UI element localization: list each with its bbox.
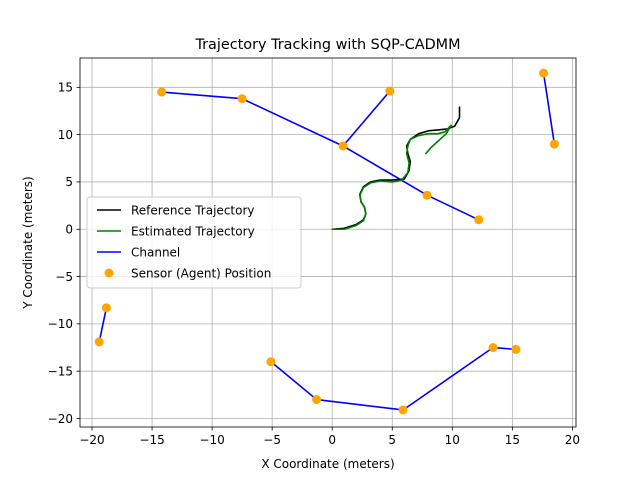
chart-title: Trajectory Tracking with SQP-CADMM <box>194 37 460 53</box>
x-tick-label: 0 <box>328 433 336 447</box>
y-tick-label: −10 <box>48 317 73 331</box>
sensor-marker <box>101 303 111 313</box>
legend-box <box>86 196 302 289</box>
legend-label-reference: Reference Trajectory <box>131 204 255 218</box>
legend-label-estimated: Estimated Trajectory <box>131 225 255 239</box>
channel-line <box>342 90 391 147</box>
y-axis-label: Y Coordinate (meters) <box>21 176 35 309</box>
sensor-marker <box>398 405 408 415</box>
y-tick-label: 10 <box>58 128 73 142</box>
x-tick-label: 5 <box>388 433 396 447</box>
y-tick-label: 0 <box>65 223 73 237</box>
y-tick-label: 5 <box>65 175 73 189</box>
x-tick-label: 10 <box>445 433 460 447</box>
x-tick-label: −15 <box>139 433 164 447</box>
estimated-trajectory-line <box>331 124 452 231</box>
sensor-marker <box>511 344 521 354</box>
sensor-marker <box>266 357 276 367</box>
y-tick-label: −20 <box>48 412 73 426</box>
plot-frame <box>79 57 577 428</box>
x-tick-label: 20 <box>565 433 580 447</box>
sensor-marker <box>157 87 167 97</box>
x-tick-label: −20 <box>79 433 104 447</box>
sensor-marker <box>539 68 549 78</box>
plot-series <box>94 68 559 415</box>
sensor-marker <box>474 215 484 225</box>
sensor-marker <box>385 86 395 96</box>
y-tick-label: −15 <box>48 364 73 378</box>
sensor-marker <box>338 141 348 151</box>
channel-line <box>98 306 108 343</box>
sensor-marker <box>237 94 247 104</box>
sensor-marker <box>549 139 559 149</box>
legend-label-sensor: Sensor (Agent) Position <box>131 267 271 281</box>
sensor-marker <box>94 337 104 347</box>
sensor-marker <box>488 343 498 353</box>
grid <box>80 58 576 427</box>
legend-swatch-sensor <box>104 268 114 278</box>
x-tick-label: −10 <box>199 433 224 447</box>
axis-ticks: −20 −15 −10 −5 0 5 10 15 20 −20 −15 −10 −5 0 5 10 15 <box>48 81 580 447</box>
x-tick-label: 15 <box>505 433 520 447</box>
legend: Reference Trajectory Estimated Trajector… <box>86 196 302 289</box>
sensor-marker <box>312 395 322 405</box>
channel-line <box>542 72 556 145</box>
legend-label-channel: Channel <box>131 246 180 260</box>
x-tick-label: −5 <box>263 433 281 447</box>
x-axis-label: X Coordinate (meters) <box>261 457 394 471</box>
sensor-marker <box>422 190 432 200</box>
y-tick-label: −5 <box>55 270 73 284</box>
y-tick-label: 15 <box>58 81 73 95</box>
